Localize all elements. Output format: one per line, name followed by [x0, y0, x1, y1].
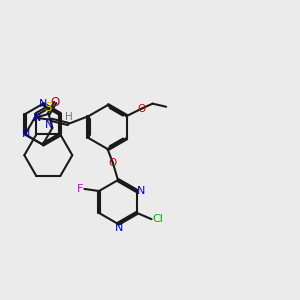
Text: N: N — [137, 186, 145, 196]
Text: N: N — [33, 113, 41, 123]
Text: S: S — [45, 101, 52, 114]
Text: N: N — [45, 120, 53, 130]
Text: Cl: Cl — [152, 214, 163, 224]
Text: N: N — [38, 99, 47, 109]
Text: O: O — [137, 104, 145, 114]
Text: N: N — [115, 223, 123, 233]
Text: H: H — [65, 112, 73, 122]
Text: O: O — [109, 158, 117, 168]
Text: O: O — [51, 96, 60, 109]
Text: N: N — [22, 129, 30, 140]
Text: F: F — [77, 184, 83, 194]
